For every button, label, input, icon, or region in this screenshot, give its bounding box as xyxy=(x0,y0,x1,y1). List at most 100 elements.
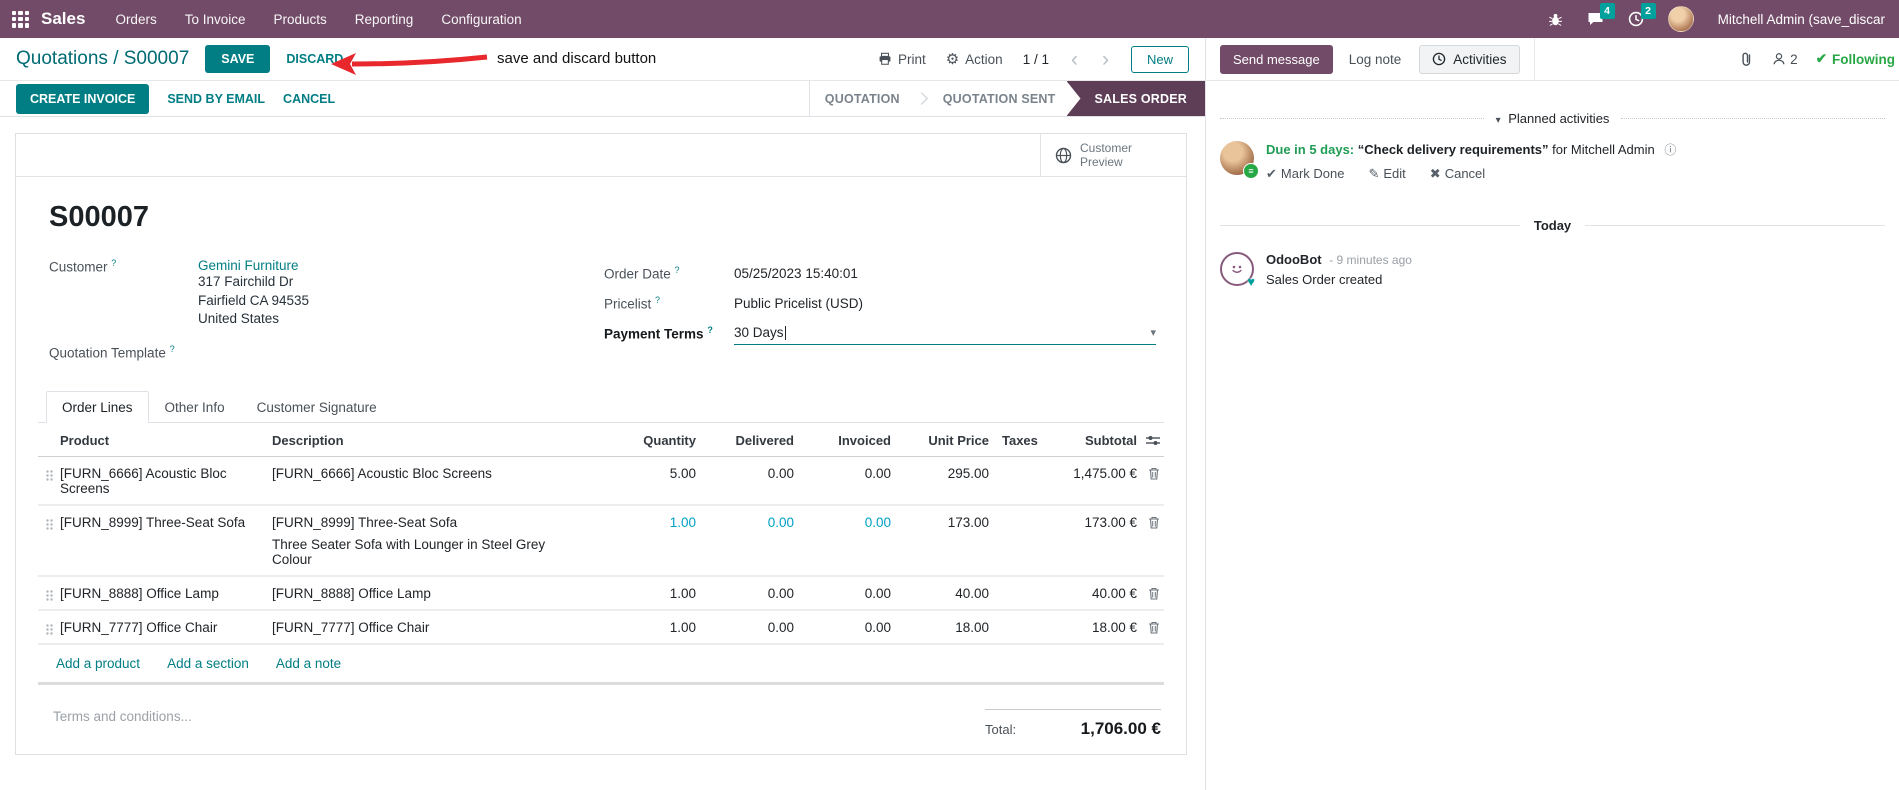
cell-quantity[interactable]: 1.00 xyxy=(669,586,696,601)
menu-to-invoice[interactable]: To Invoice xyxy=(184,11,246,27)
cancel-button[interactable]: CANCEL xyxy=(283,91,336,106)
create-invoice-button[interactable]: CREATE INVOICE xyxy=(16,83,150,114)
add-a-section-link[interactable]: Add a section xyxy=(167,656,249,671)
cell-delivered[interactable]: 0.00 xyxy=(767,586,794,601)
cell-quantity[interactable]: 5.00 xyxy=(669,466,696,481)
payment-terms-field[interactable]: 30 Days ▾ xyxy=(734,321,1156,345)
cell-product[interactable]: [FURN_8888] Office Lamp xyxy=(60,586,219,601)
pager-counter: 1 / 1 xyxy=(1022,51,1049,67)
cell-description[interactable]: [FURN_8999] Three-Seat Sofa Three Seater… xyxy=(272,515,546,567)
drag-handle-icon[interactable] xyxy=(38,586,60,601)
drag-handle-icon[interactable] xyxy=(38,620,60,635)
activity-avatar: ≡ xyxy=(1220,141,1259,179)
edit-activity-button[interactable]: ✎ Edit xyxy=(1368,165,1406,181)
person-icon xyxy=(1772,52,1786,66)
attachment-icon[interactable] xyxy=(1739,51,1754,67)
delete-row-icon[interactable] xyxy=(1148,587,1160,600)
delete-row-icon[interactable] xyxy=(1148,621,1160,634)
menu-configuration[interactable]: Configuration xyxy=(441,11,522,27)
bug-icon[interactable] xyxy=(1548,12,1563,27)
following-button[interactable]: ✔ Following xyxy=(1815,51,1895,67)
order-line-row[interactable]: [FURN_8999] Three-Seat Sofa [FURN_8999] … xyxy=(38,506,1164,577)
save-button[interactable]: SAVE xyxy=(205,45,271,73)
customer-link[interactable]: Gemini Furniture xyxy=(198,258,299,273)
new-record-button[interactable]: New xyxy=(1130,45,1189,73)
cell-description[interactable]: [FURN_6666] Acoustic Bloc Screens xyxy=(272,466,492,481)
drag-handle-icon[interactable] xyxy=(38,515,60,530)
cell-product[interactable]: [FURN_8999] Three-Seat Sofa xyxy=(60,515,246,530)
form-statusbar: CREATE INVOICE SEND BY EMAIL CANCEL QUOT… xyxy=(0,81,1205,117)
cell-delivered[interactable]: 0.00 xyxy=(767,620,794,635)
dropdown-caret-icon[interactable]: ▾ xyxy=(1150,327,1156,339)
breadcrumb-separator: / xyxy=(113,48,119,69)
optional-columns-icon[interactable] xyxy=(1137,434,1164,447)
cell-unit-price[interactable]: 18.00 xyxy=(955,620,989,635)
breadcrumb[interactable]: Quotations / S00007 xyxy=(16,48,189,70)
tab-order-lines[interactable]: Order Lines xyxy=(46,391,149,423)
info-icon[interactable]: ⓘ xyxy=(1664,143,1677,157)
cell-delivered[interactable]: 0.00 xyxy=(767,515,794,530)
menu-reporting[interactable]: Reporting xyxy=(354,11,414,27)
user-avatar[interactable] xyxy=(1667,6,1694,32)
action-menu-button[interactable]: ⚙ Action xyxy=(945,51,1003,68)
pager-previous-icon[interactable]: ‹ xyxy=(1070,47,1078,71)
tab-customer-signature[interactable]: Customer Signature xyxy=(256,400,377,415)
cell-description[interactable]: [FURN_8888] Office Lamp xyxy=(272,586,431,601)
cancel-activity-button[interactable]: ✖ Cancel xyxy=(1429,165,1486,181)
cell-subtotal: 173.00 € xyxy=(1084,515,1137,530)
cell-description[interactable]: [FURN_7777] Office Chair xyxy=(272,620,430,635)
add-a-note-link[interactable]: Add a note xyxy=(275,656,342,671)
log-note-button[interactable]: Log note xyxy=(1348,51,1402,67)
order-line-row[interactable]: [FURN_6666] Acoustic Bloc Screens [FURN_… xyxy=(38,457,1164,506)
messages-icon[interactable]: 4 xyxy=(1587,3,1615,27)
app-name[interactable]: Sales xyxy=(41,9,86,28)
discard-button[interactable]: DISCARD xyxy=(286,52,344,66)
customer-preview-button[interactable]: Customer Preview xyxy=(1040,134,1186,177)
stage-sales-order[interactable]: SALES ORDER xyxy=(1066,81,1205,116)
drag-handle-icon[interactable] xyxy=(38,466,60,481)
customer-address: 317 Fairchild Dr Fairfield CA 94535 Unit… xyxy=(198,274,310,326)
order-line-row[interactable]: [FURN_7777] Office Chair [FURN_7777] Off… xyxy=(38,611,1164,645)
breadcrumb-parent[interactable]: Quotations xyxy=(16,48,108,69)
user-menu[interactable]: Mitchell Admin (save_discar xyxy=(1717,11,1885,27)
message-author[interactable]: OdooBot xyxy=(1266,251,1322,267)
divider xyxy=(1220,118,1484,119)
print-button[interactable]: Print xyxy=(878,52,926,67)
cell-invoiced[interactable]: 0.00 xyxy=(864,586,891,601)
cell-unit-price[interactable]: 295.00 xyxy=(947,466,989,481)
order-line-row[interactable]: [FURN_8888] Office Lamp [FURN_8888] Offi… xyxy=(38,577,1164,611)
add-a-product-link[interactable]: Add a product xyxy=(56,656,141,671)
cell-unit-price[interactable]: 173.00 xyxy=(947,515,989,530)
delete-row-icon[interactable] xyxy=(1148,516,1160,529)
cell-quantity[interactable]: 1.00 xyxy=(669,620,696,635)
order-date-field[interactable]: 05/25/2023 15:40:01 xyxy=(734,265,858,281)
send-message-button[interactable]: Send message xyxy=(1220,44,1333,74)
heart-icon: ♥ xyxy=(1247,273,1255,289)
pager-next-icon[interactable]: › xyxy=(1101,47,1109,71)
total-value: 1,706.00 € xyxy=(1080,719,1161,738)
cell-subtotal: 40.00 € xyxy=(1091,586,1137,601)
apps-grid-icon[interactable] xyxy=(12,10,29,28)
pricelist-field[interactable]: Public Pricelist (USD) xyxy=(734,295,864,311)
stage-quotation[interactable]: QUOTATION xyxy=(824,91,900,106)
stage-quotation-sent[interactable]: QUOTATION SENT xyxy=(942,91,1056,106)
planned-activities-toggle[interactable]: ▾ Planned activities xyxy=(1495,111,1610,126)
followers-button[interactable]: 2 xyxy=(1772,52,1798,67)
terms-and-conditions-field[interactable]: Terms and conditions... xyxy=(53,709,192,724)
cell-delivered[interactable]: 0.00 xyxy=(767,466,794,481)
cell-product[interactable]: [FURN_7777] Office Chair xyxy=(60,620,218,635)
mark-done-button[interactable]: ✔ Mark Done xyxy=(1266,165,1345,181)
menu-orders[interactable]: Orders xyxy=(115,11,157,27)
tab-other-info[interactable]: Other Info xyxy=(164,400,225,415)
menu-products[interactable]: Products xyxy=(273,11,327,27)
activities-button[interactable]: Activities xyxy=(1419,44,1520,74)
delete-row-icon[interactable] xyxy=(1148,467,1160,480)
cell-invoiced[interactable]: 0.00 xyxy=(864,466,891,481)
cell-invoiced[interactable]: 0.00 xyxy=(864,515,891,530)
cell-unit-price[interactable]: 40.00 xyxy=(955,586,989,601)
cell-product[interactable]: [FURN_6666] Acoustic Bloc Screens xyxy=(60,466,227,496)
send-by-email-button[interactable]: SEND BY EMAIL xyxy=(167,91,266,106)
cell-invoiced[interactable]: 0.00 xyxy=(864,620,891,635)
activities-clock-icon[interactable]: 2 xyxy=(1628,3,1656,27)
cell-quantity[interactable]: 1.00 xyxy=(669,515,696,530)
